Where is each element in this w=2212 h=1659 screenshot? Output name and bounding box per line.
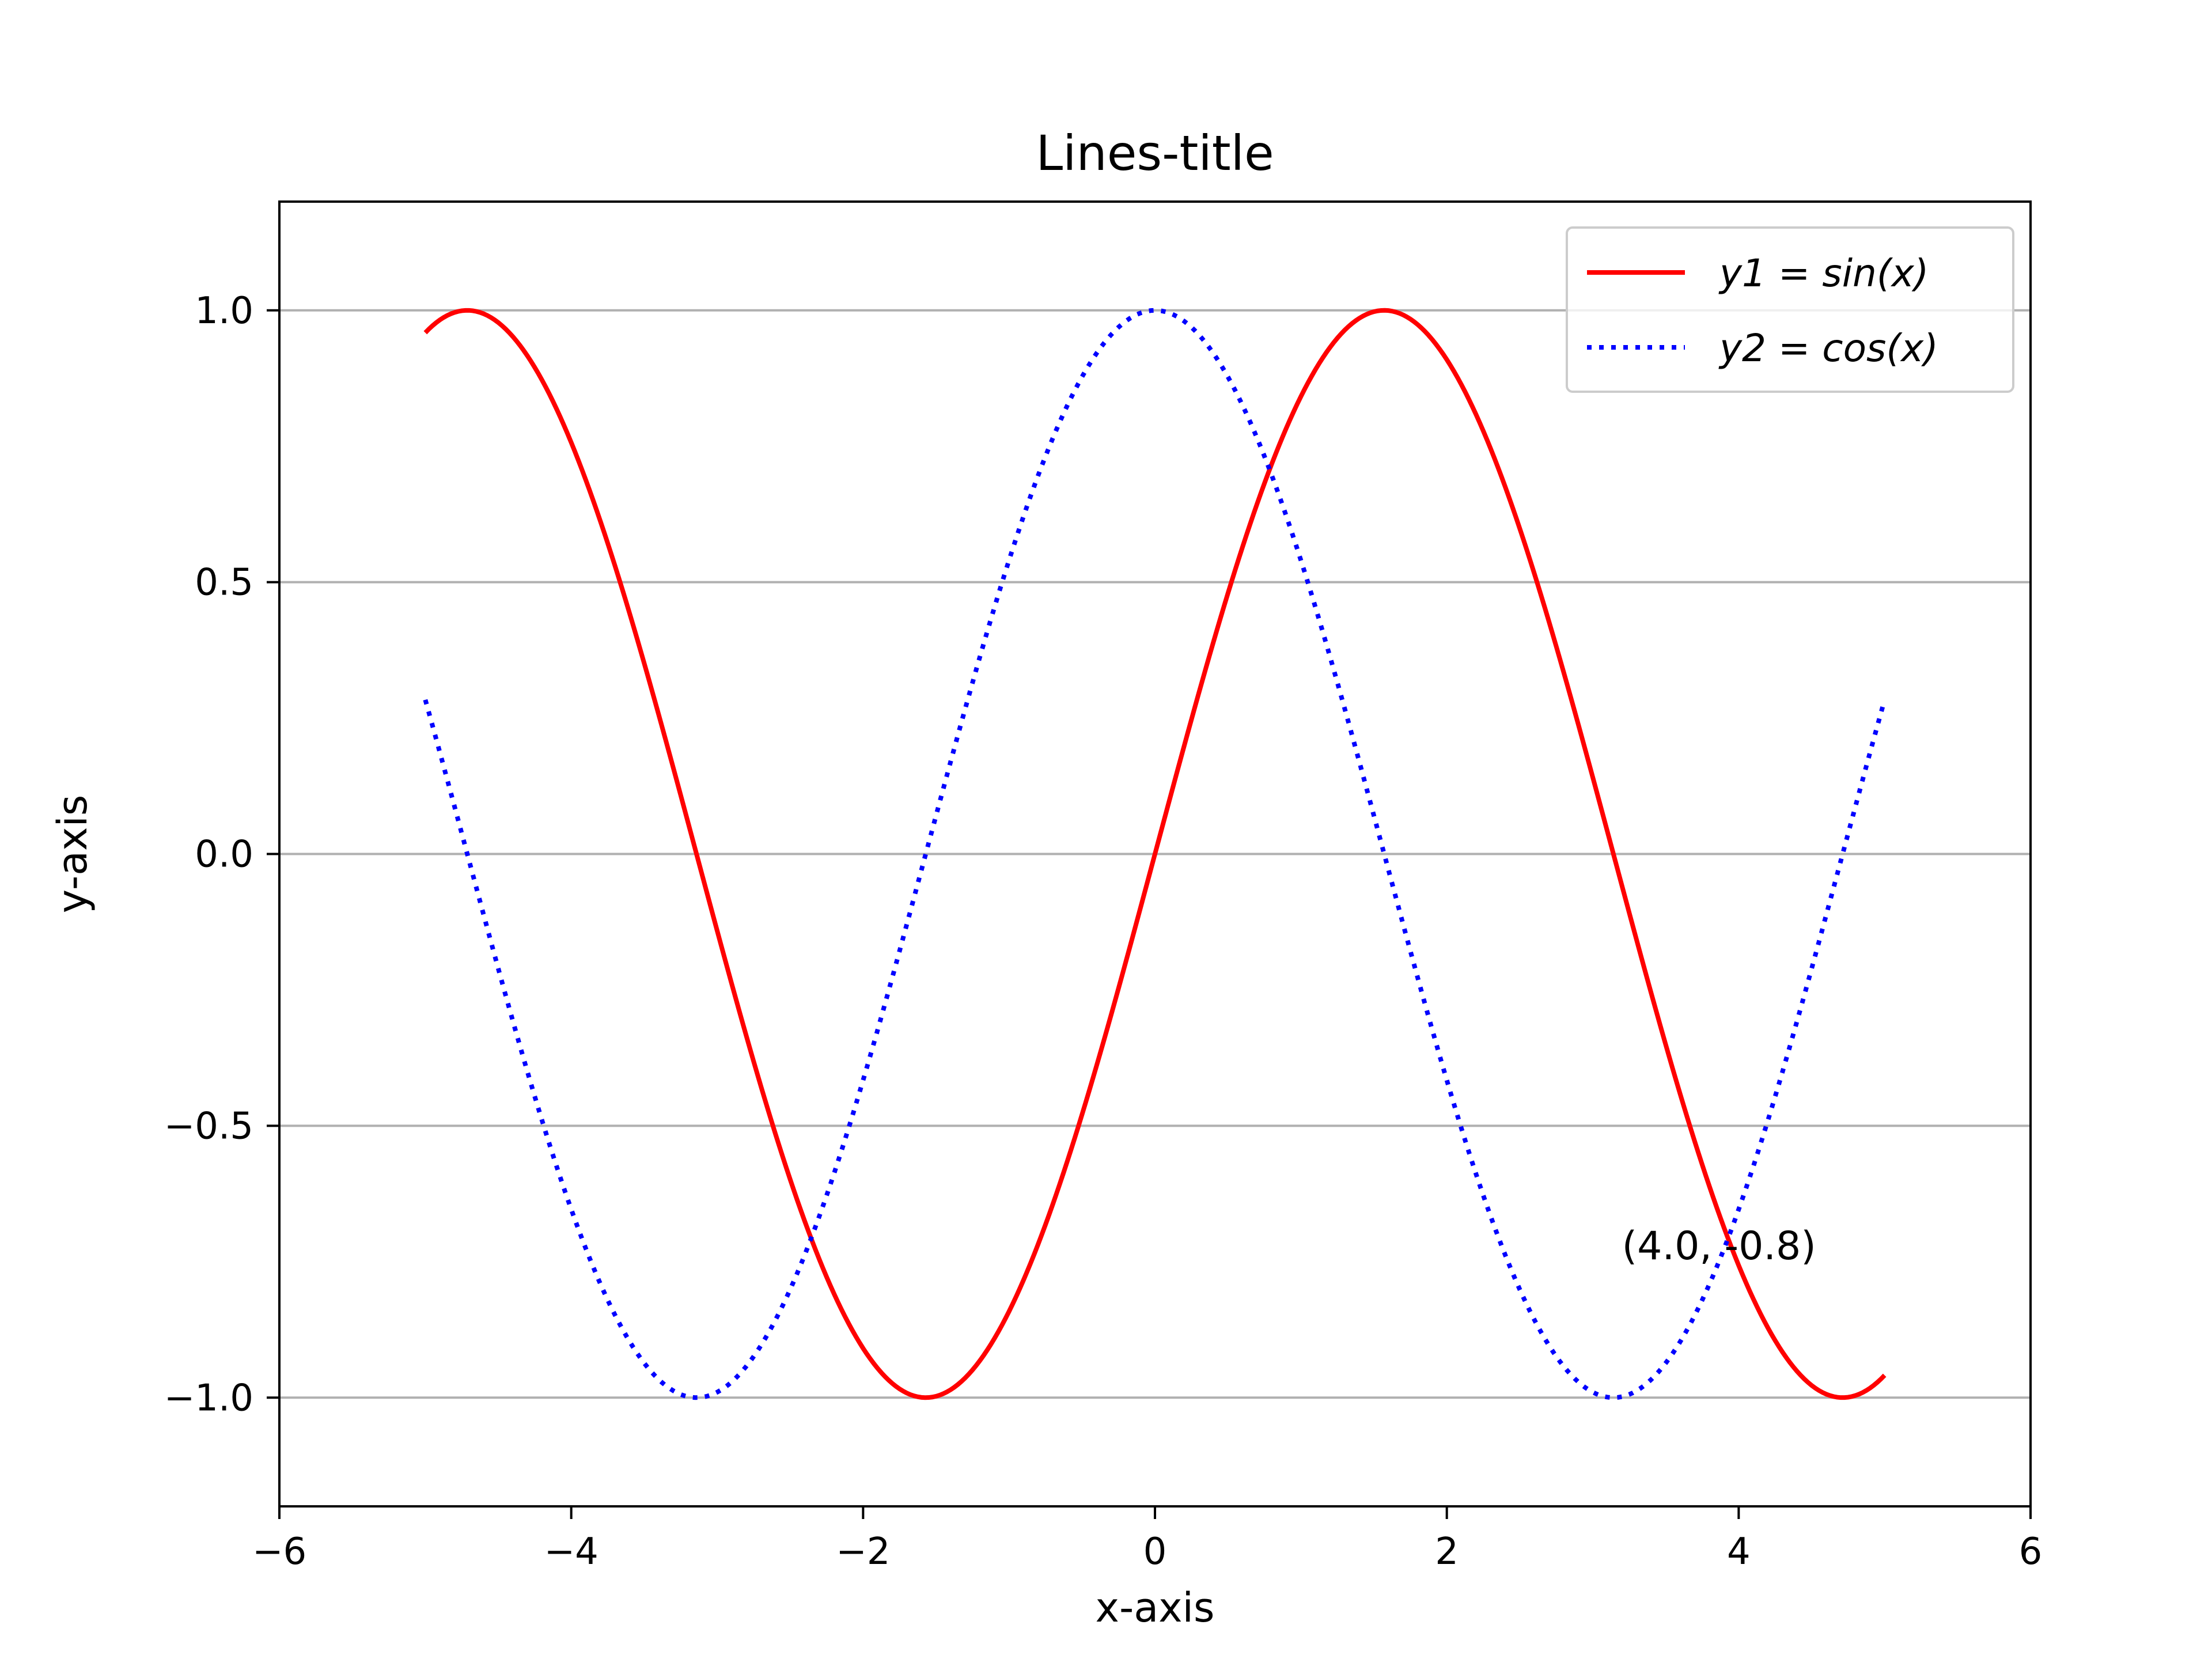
y-tick-label: 1.0 [195, 290, 253, 332]
y-axis-ticks: −1.0 −0.5 0.0 0.5 1.0 [164, 290, 279, 1419]
y-tick-label: 0.5 [195, 562, 253, 604]
x-tick-label: 0 [1143, 1531, 1167, 1573]
y-tick-label: −0.5 [164, 1105, 253, 1147]
y-tick-label: −1.0 [164, 1377, 253, 1419]
plot-area [423, 308, 1887, 1400]
x-axis-label: x-axis [1096, 1584, 1215, 1631]
x-tick-label: −6 [252, 1531, 306, 1573]
x-tick-label: 6 [2019, 1531, 2043, 1573]
legend-label-cos: y2 = cos(x) [1718, 326, 1938, 370]
x-axis-ticks: −6 −4 −2 0 2 4 6 [252, 1506, 2043, 1573]
x-tick-label: 2 [1435, 1531, 1459, 1573]
legend-label-sin: y1 = sin(x) [1718, 251, 1929, 296]
legend-box [1566, 226, 2014, 393]
chart-title: Lines-title [1036, 125, 1274, 181]
x-tick-label: −2 [836, 1531, 890, 1573]
legend: y1 = sin(x) y2 = cos(x) [1566, 226, 2014, 393]
series-line-sin [423, 308, 1887, 1400]
series-line-cos [423, 308, 1887, 1400]
y-tick-label: 0.0 [195, 834, 253, 876]
y-axis-label: y-axis [49, 795, 96, 914]
x-tick-label: −4 [544, 1531, 598, 1573]
x-tick-label: 4 [1727, 1531, 1751, 1573]
point-annotation: (4.0, -0.8) [1622, 1224, 1816, 1269]
